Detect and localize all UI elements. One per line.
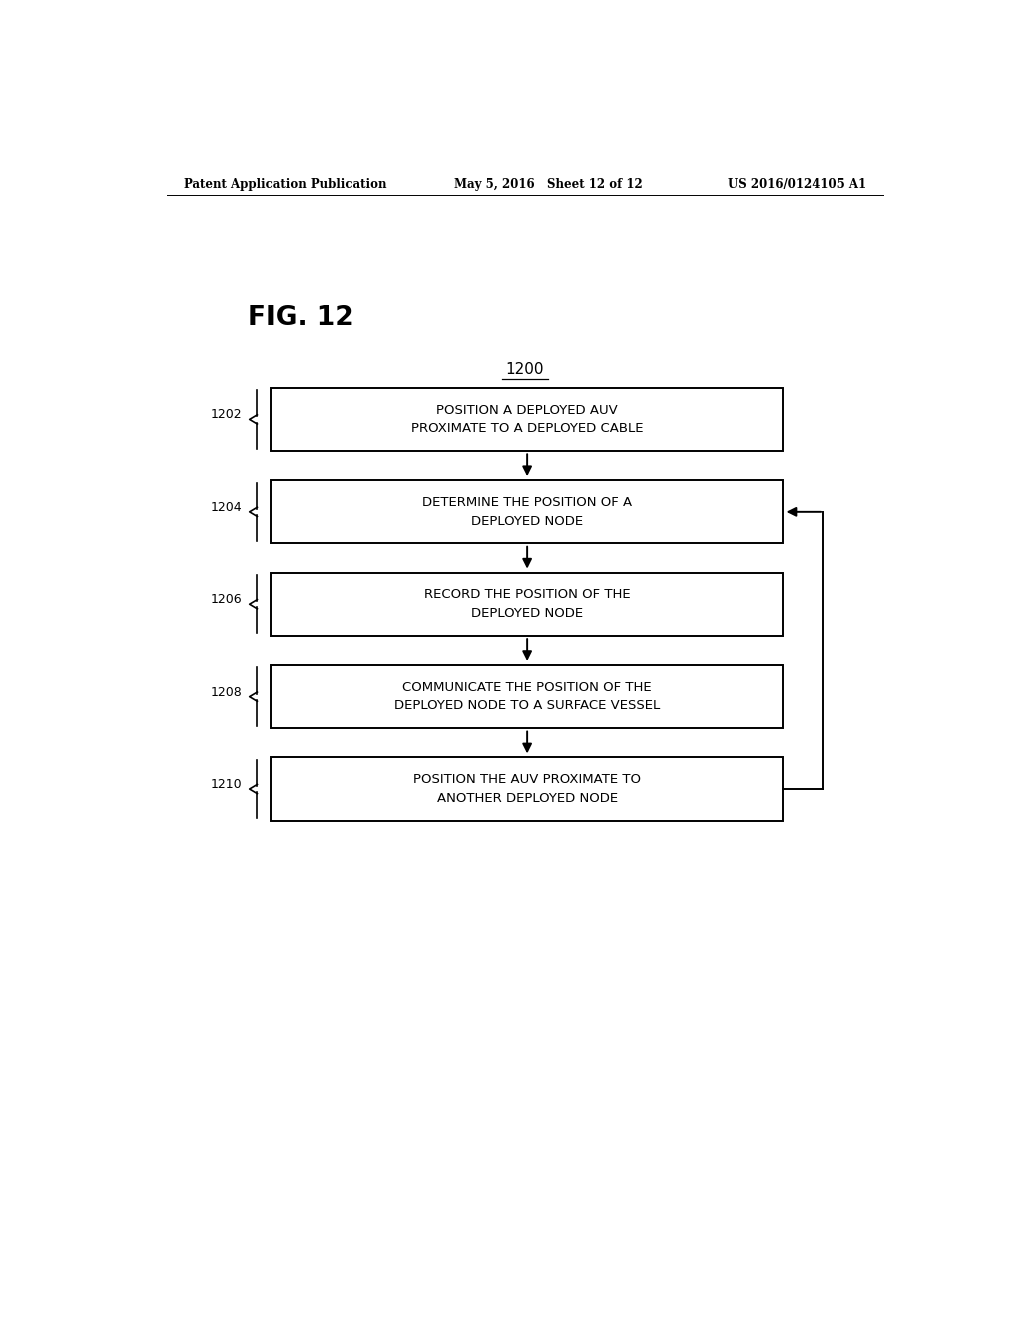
Bar [271,665,783,729]
Bar [271,388,783,451]
Text: FIG. 12: FIG. 12 [248,305,353,331]
Bar [271,573,783,636]
Text: 1200: 1200 [506,363,544,378]
Text: 1210: 1210 [210,777,242,791]
Text: May 5, 2016   Sheet 12 of 12: May 5, 2016 Sheet 12 of 12 [454,178,642,190]
Text: 1202: 1202 [210,408,242,421]
Bar [271,758,783,821]
Text: POSITION THE AUV PROXIMATE TO
ANOTHER DEPLOYED NODE: POSITION THE AUV PROXIMATE TO ANOTHER DE… [413,774,641,805]
Text: Patent Application Publication: Patent Application Publication [183,178,386,190]
Text: 1208: 1208 [210,685,242,698]
Text: RECORD THE POSITION OF THE
DEPLOYED NODE: RECORD THE POSITION OF THE DEPLOYED NODE [424,589,631,620]
Text: POSITION A DEPLOYED AUV
PROXIMATE TO A DEPLOYED CABLE: POSITION A DEPLOYED AUV PROXIMATE TO A D… [411,404,643,436]
Bar [271,480,783,544]
Text: DETERMINE THE POSITION OF A
DEPLOYED NODE: DETERMINE THE POSITION OF A DEPLOYED NOD… [422,496,632,528]
Text: COMMUNICATE THE POSITION OF THE
DEPLOYED NODE TO A SURFACE VESSEL: COMMUNICATE THE POSITION OF THE DEPLOYED… [394,681,660,713]
Text: US 2016/0124105 A1: US 2016/0124105 A1 [728,178,866,190]
Text: 1204: 1204 [210,500,242,513]
Text: 1206: 1206 [210,593,242,606]
